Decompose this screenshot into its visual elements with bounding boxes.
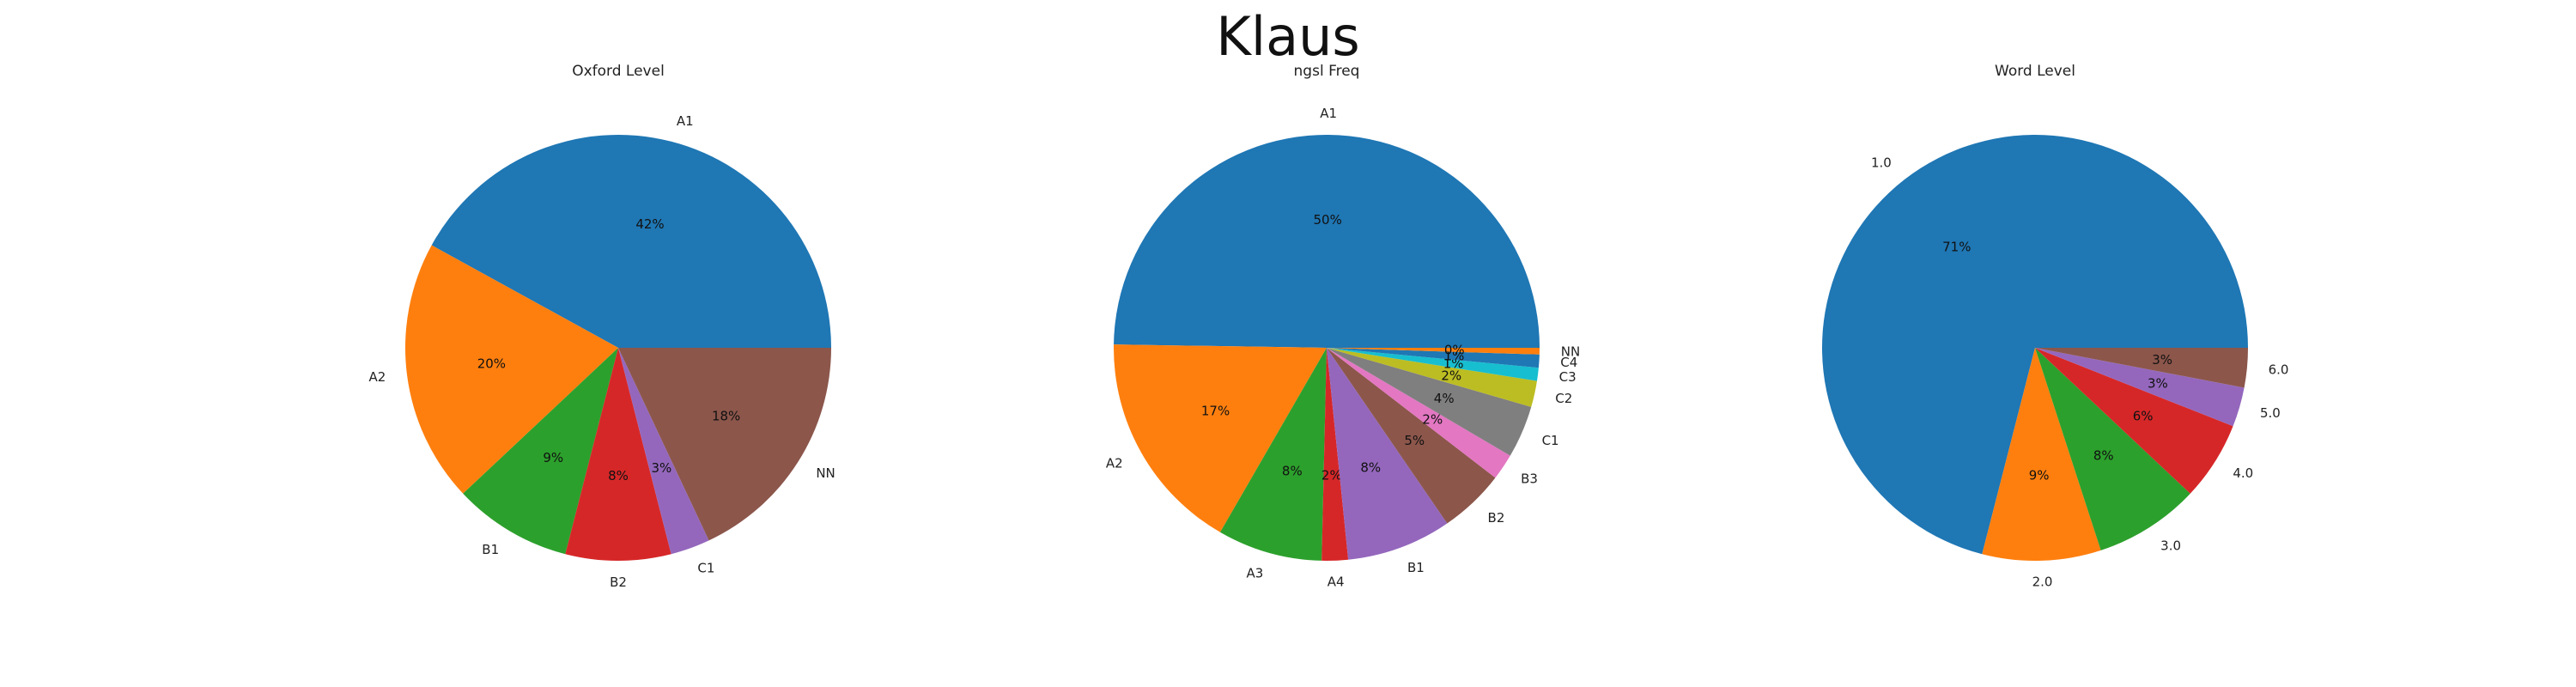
slice-category-label: A1 [1320, 106, 1337, 121]
pie-slice-NN [1327, 348, 1540, 355]
slice-percent-label: 4% [1434, 391, 1455, 406]
pie-chart-1: Oxford Level A1 42% A2 20% B1 9% B2 8% C1 3% NN 18% [369, 63, 835, 590]
slice-percent-label: 2% [1441, 368, 1461, 383]
slice-category-label: A2 [1106, 456, 1123, 471]
pie-slice-5.0 [2035, 348, 2245, 427]
chart-title: Word Level [1995, 63, 2075, 80]
pie-slice-A1 [1114, 134, 1540, 348]
slice-category-label: A2 [369, 369, 386, 385]
slice-percent-label: 9% [543, 450, 563, 465]
pie-slice-B1 [463, 348, 618, 555]
pie-slice-C2 [1327, 348, 1537, 407]
pie-slice-B3 [1327, 348, 1510, 478]
pie-slice-C1 [1327, 348, 1532, 456]
pie-slice-4.0 [2035, 348, 2233, 494]
slice-percent-label: 50% [1313, 212, 1341, 228]
slice-percent-label: 5% [1404, 433, 1425, 448]
pie-slice-A1 [431, 135, 831, 348]
pie-slice-2.0 [1982, 348, 2101, 561]
pie-slice-C4 [1327, 348, 1540, 368]
slice-category-label: NN [816, 465, 835, 481]
pie-chart-3: Word Level 1.0 71% 2.0 9% 3.0 8% 4.0 6% 5.0 3% 6.0 3… [1821, 63, 2289, 590]
slice-category-label: C1 [697, 561, 714, 576]
slice-percent-label: 20% [477, 356, 506, 372]
slice-percent-label: 0% [1444, 342, 1465, 357]
slice-percent-label: 9% [2029, 468, 2050, 483]
slice-percent-label: 2% [1321, 468, 1342, 483]
slice-category-label: 6.0 [2269, 362, 2289, 378]
slice-category-label: B2 [1488, 510, 1505, 526]
slice-category-label: A4 [1327, 575, 1345, 590]
slice-percent-label: 71% [1942, 239, 1971, 254]
slice-category-label: NN [1561, 344, 1580, 359]
slice-category-label: 3.0 [2160, 538, 2181, 553]
pie-slice-B1 [1327, 348, 1448, 560]
pie-slice-A2 [404, 245, 618, 494]
pie-slice-A4 [1321, 348, 1349, 561]
pie-slice-B2 [1327, 348, 1496, 524]
pie-slice-A3 [1220, 348, 1327, 561]
chart-title: ngsl Freq [1294, 63, 1360, 80]
slice-percent-label: 3% [2152, 352, 2172, 368]
pie-slice-6.0 [2035, 348, 2248, 388]
slice-percent-label: 3% [652, 460, 672, 476]
slice-category-label: 5.0 [2260, 405, 2281, 421]
slice-percent-label: 8% [1360, 460, 1381, 476]
slice-percent-label: 6% [2133, 409, 2154, 424]
slice-category-label: C3 [1559, 369, 1577, 385]
chart-title: Oxford Level [572, 63, 665, 80]
pie-slice-1.0 [1821, 134, 2248, 555]
slice-percent-label: 8% [608, 468, 629, 483]
pie-slice-B2 [565, 348, 671, 562]
slice-category-label: 1.0 [1871, 155, 1892, 170]
slice-category-label: A1 [677, 113, 694, 129]
pie-slice-NN [618, 348, 831, 541]
slice-percent-label: 2% [1422, 411, 1443, 427]
slice-percent-label: 18% [712, 409, 740, 424]
slice-category-label: C4 [1560, 355, 1577, 370]
slice-percent-label: 17% [1201, 403, 1230, 418]
slice-category-label: B2 [610, 575, 627, 590]
slice-percent-label: 3% [2148, 376, 2168, 392]
slice-category-label: 4.0 [2233, 465, 2253, 481]
slice-percent-label: 42% [635, 216, 664, 232]
pie-slice-C1 [618, 348, 709, 555]
pie-slice-A2 [1114, 344, 1327, 532]
pie-slice-3.0 [2035, 348, 2190, 550]
pie-chart-2: ngsl Freq A1 50% A2 17% A3 8% A4 2% B1 8% B2 5% B3 2% C… [1106, 63, 1580, 590]
slice-category-label: C2 [1555, 391, 1572, 406]
pie-slice-C3 [1327, 348, 1539, 381]
figure-title: Klaus [1216, 5, 1360, 68]
slice-category-label: B3 [1521, 471, 1538, 487]
slice-category-label: C1 [1542, 433, 1559, 448]
slice-category-label: B1 [482, 542, 499, 557]
slice-category-label: A3 [1246, 566, 1263, 581]
slice-percent-label: 8% [2093, 448, 2114, 464]
slice-category-label: B1 [1407, 560, 1425, 575]
slice-category-label: 2.0 [2032, 575, 2053, 590]
slice-percent-label: 8% [1282, 463, 1303, 478]
